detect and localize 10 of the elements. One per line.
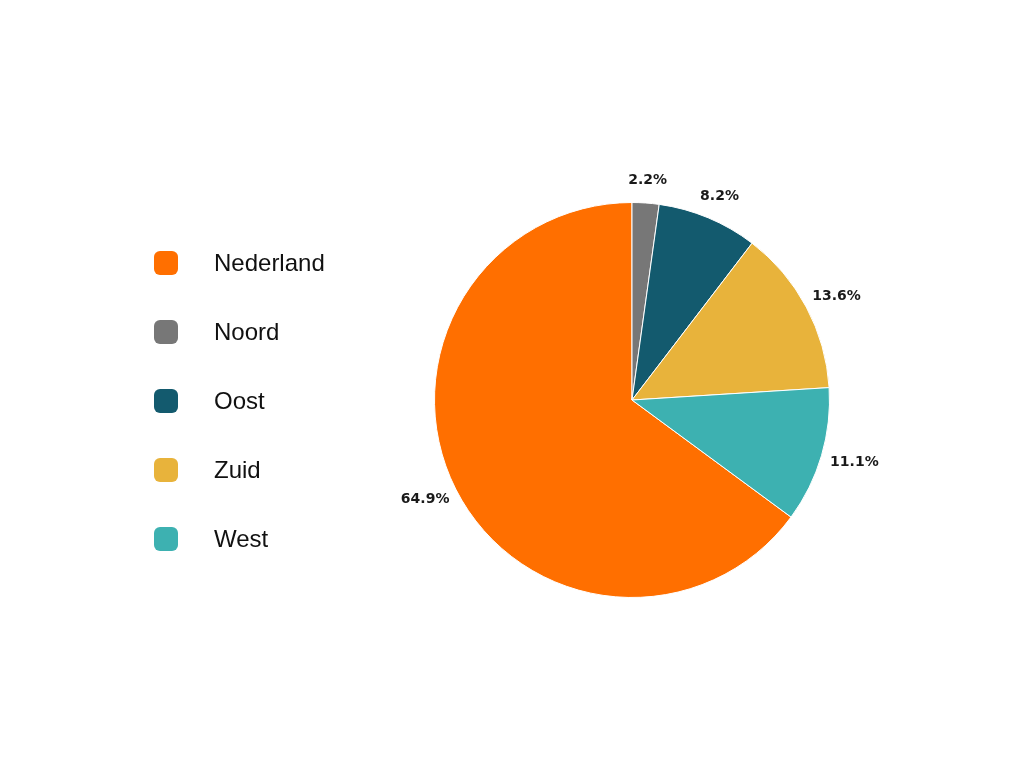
data-label: 11.1% xyxy=(830,452,879,469)
data-label: 13.6% xyxy=(812,286,861,303)
legend-label: Zuid xyxy=(214,454,261,485)
legend-label: Oost xyxy=(214,385,265,416)
data-label: 2.2% xyxy=(628,170,668,187)
data-label: 64.9% xyxy=(400,490,450,507)
legend-label: Nederland xyxy=(214,247,325,278)
legend-label: West xyxy=(214,523,269,554)
data-label: 8.2% xyxy=(700,187,739,204)
legend-label: Noord xyxy=(214,316,280,347)
